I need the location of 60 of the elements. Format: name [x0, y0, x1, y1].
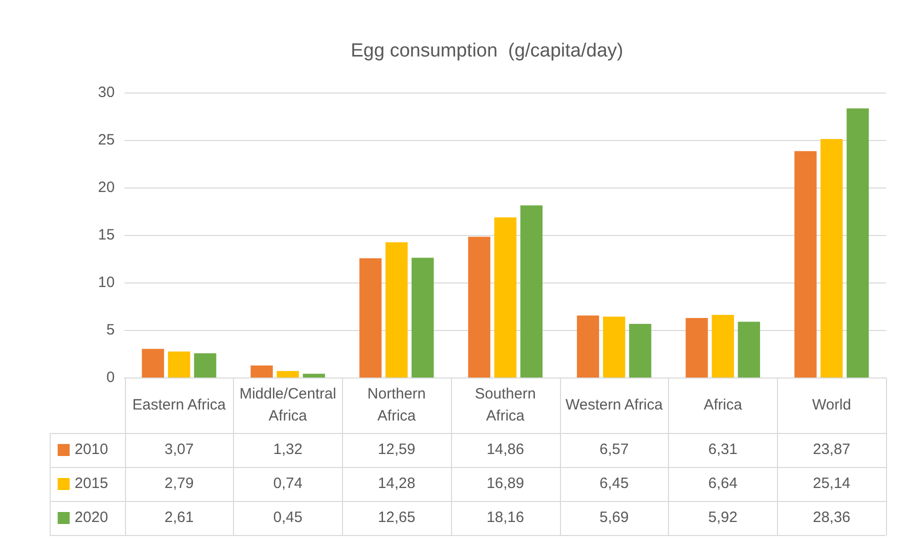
legend-label: 2020 — [74, 509, 108, 526]
data-label: 0,45 — [273, 509, 302, 526]
bar — [738, 322, 760, 378]
bar — [712, 314, 734, 378]
data-label: 6,45 — [600, 475, 629, 492]
bar — [629, 324, 652, 378]
y-tick-label: 0 — [106, 369, 115, 386]
bar — [468, 236, 490, 378]
y-tick-label: 5 — [106, 322, 115, 339]
data-label: 16,89 — [486, 475, 524, 492]
data-label: 28,36 — [812, 509, 850, 526]
bar — [385, 242, 408, 378]
bar — [603, 316, 626, 378]
bar — [412, 258, 434, 378]
data-label: 1,32 — [273, 441, 302, 458]
bar — [194, 353, 216, 378]
bar — [142, 348, 164, 378]
data-label: 14,28 — [378, 475, 416, 492]
legend-label: 2015 — [74, 475, 108, 492]
x-tick-label: World — [812, 396, 852, 414]
y-tick-label: 20 — [98, 179, 115, 196]
legend-label: 2010 — [74, 441, 108, 458]
data-label: 6,64 — [708, 475, 738, 492]
bar — [494, 217, 516, 378]
bar — [686, 318, 708, 378]
data-label: 6,57 — [600, 441, 629, 458]
x-tick-label: Northern Africa — [367, 386, 426, 425]
data-label: 2,61 — [164, 509, 194, 526]
data-label: 0,74 — [273, 475, 302, 492]
data-label: 6,31 — [708, 441, 738, 458]
bar — [359, 258, 382, 378]
y-tick-label: 30 — [98, 84, 115, 101]
chart-title: Egg consumption (g/capita/day) — [350, 40, 624, 62]
bar — [276, 370, 299, 378]
data-label: 5,92 — [708, 509, 738, 526]
bar — [820, 139, 843, 378]
data-label: 2,79 — [164, 475, 194, 492]
y-tick-label: 25 — [98, 131, 115, 148]
data-label: 12,65 — [378, 509, 416, 526]
bar — [302, 374, 326, 378]
x-tick-label: Eastern Africa — [132, 396, 226, 414]
bar — [168, 351, 190, 378]
x-tick-label: Western Africa — [565, 396, 664, 414]
bar — [520, 205, 543, 378]
data-label: 5,69 — [600, 509, 629, 526]
y-tick-label: 10 — [98, 274, 115, 292]
data-label: 14,86 — [486, 441, 524, 458]
bar — [846, 108, 869, 378]
data-label: 12,59 — [378, 441, 416, 458]
x-tick-label: Africa — [704, 396, 743, 414]
x-tick-label: Middle/Central Africa — [239, 386, 336, 425]
bar — [576, 316, 600, 378]
data-label: 25,14 — [812, 475, 850, 492]
data-label: 23,87 — [812, 441, 850, 458]
x-tick-label: Southern Africa — [474, 386, 536, 425]
y-tick-label: 15 — [98, 226, 115, 244]
bar — [250, 365, 273, 378]
data-label: 3,07 — [164, 441, 194, 458]
data-label: 18,16 — [486, 509, 524, 526]
bar — [794, 151, 817, 378]
